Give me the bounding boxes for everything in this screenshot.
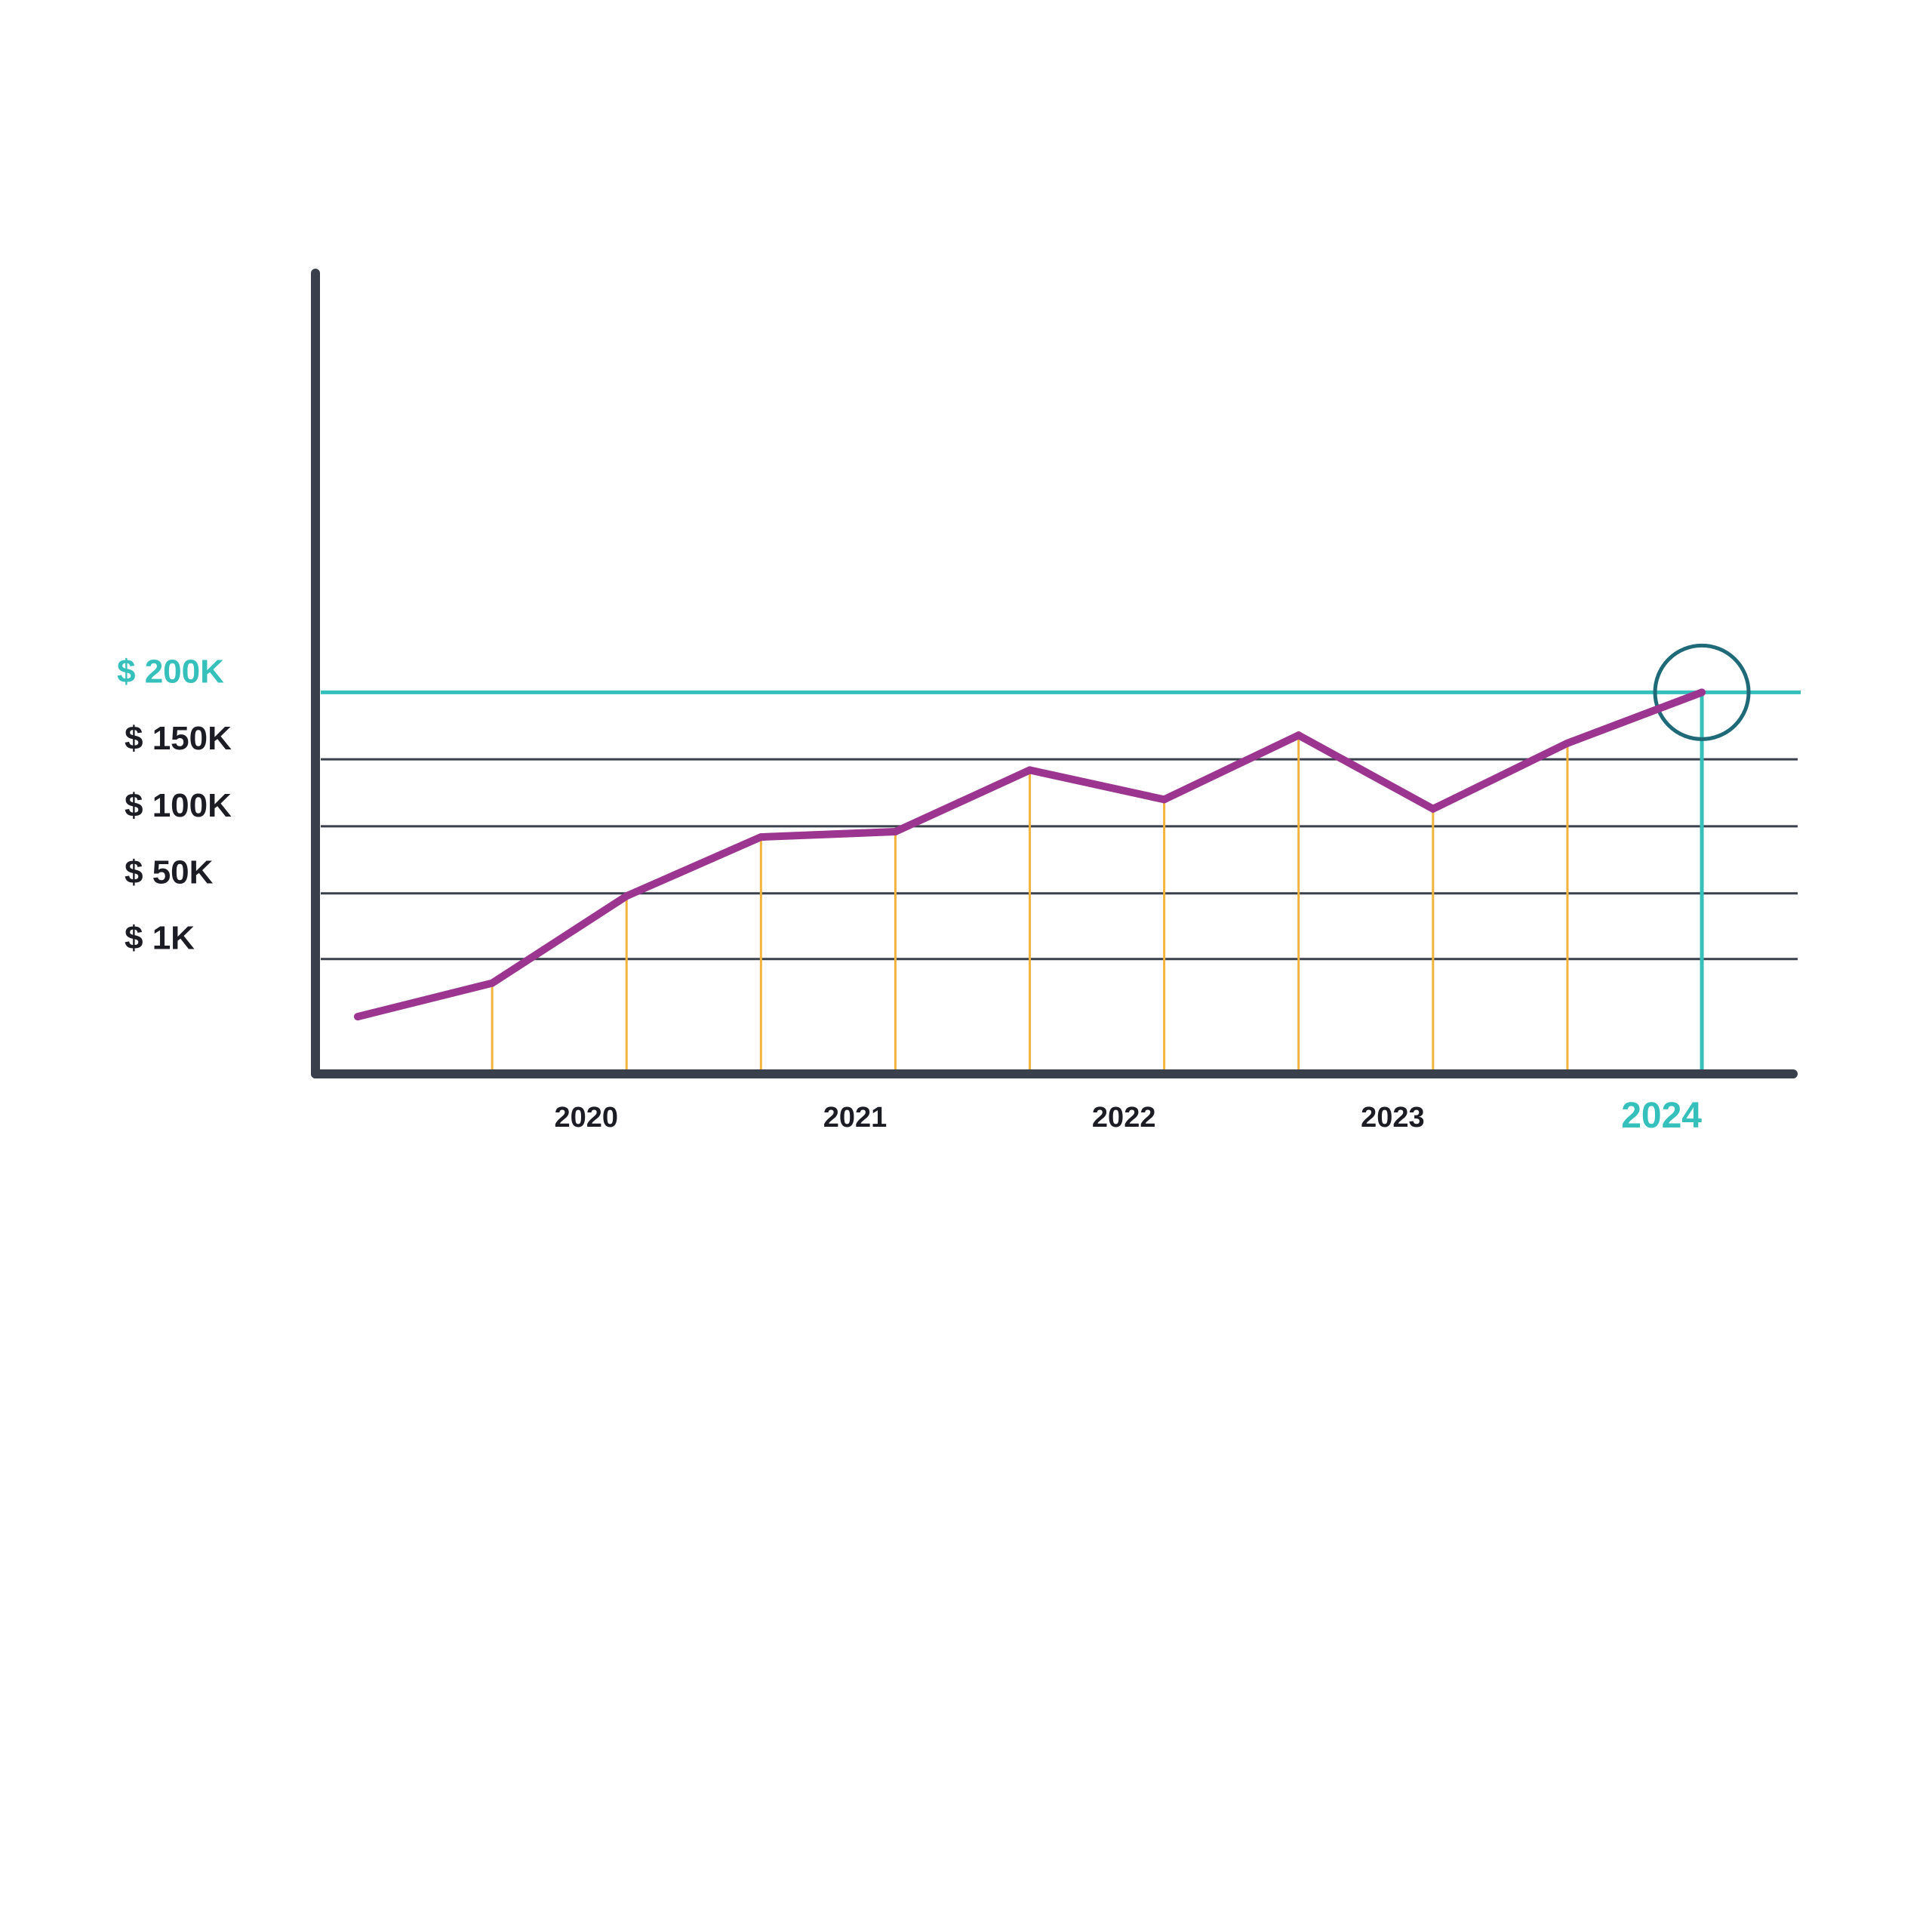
y-tick-label: $ 200K — [117, 653, 224, 690]
data-point — [891, 828, 900, 836]
series-line-group — [354, 688, 1706, 1021]
data-point — [1160, 795, 1168, 804]
tick-labels: $ 1K $ 50K $ 100K $ 150K $ 200K 2020 2021 2022 2… — [117, 653, 1702, 1136]
data-point — [623, 892, 631, 900]
axes — [311, 269, 1798, 1078]
x-tick-label: 2023 — [1361, 1102, 1425, 1134]
y-tick-label: $ 50K — [125, 854, 214, 891]
data-point — [1698, 688, 1706, 697]
x-tick-label: 2024 — [1621, 1096, 1702, 1136]
y-tick-label: $ 1K — [125, 920, 195, 957]
target-highlight — [1653, 643, 1751, 741]
y-tick-label: $ 150K — [125, 720, 232, 757]
x-tick-label: 2022 — [1092, 1102, 1156, 1134]
data-point — [354, 1013, 362, 1021]
data-point — [488, 979, 497, 987]
data-point — [1294, 731, 1303, 740]
data-point — [1429, 804, 1437, 813]
gridlines — [321, 690, 1801, 961]
x-tick-label: 2020 — [555, 1102, 619, 1134]
data-point — [1026, 766, 1034, 774]
x-tick-label: 2021 — [823, 1102, 888, 1134]
drop-lines — [491, 692, 1704, 1074]
data-point — [1563, 739, 1571, 747]
y-tick-label: $ 100K — [125, 787, 232, 824]
target-circle — [1653, 643, 1751, 741]
data-point — [757, 833, 765, 841]
